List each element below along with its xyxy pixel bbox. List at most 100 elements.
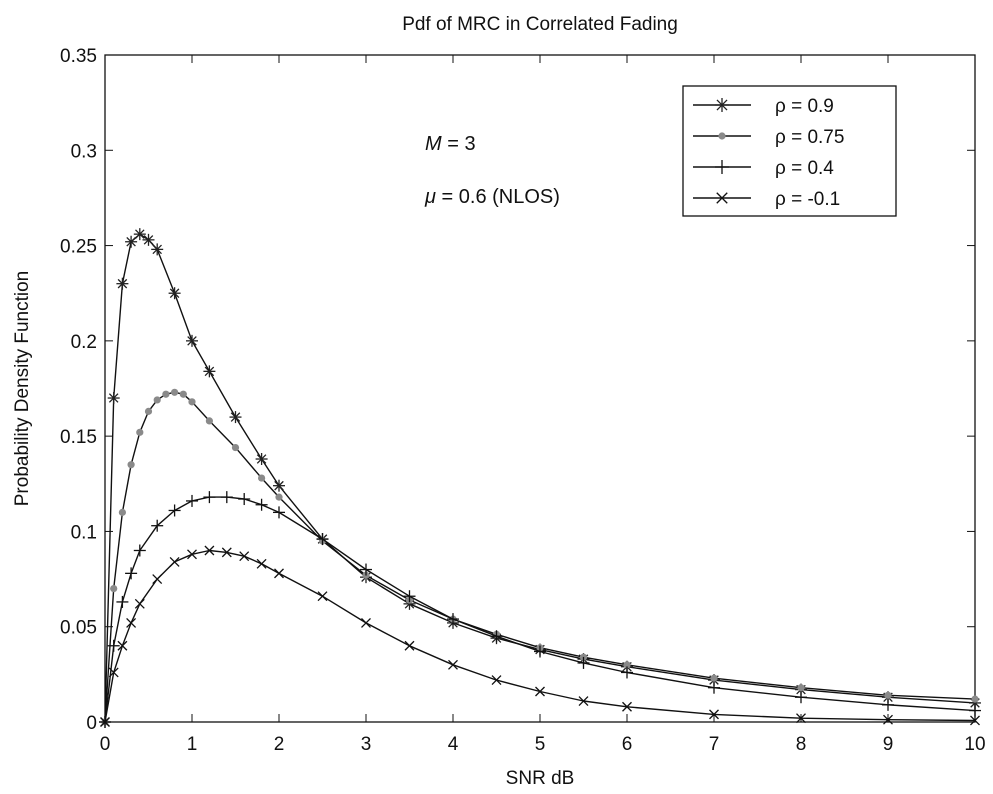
x-tick-label: 9 xyxy=(883,734,894,755)
y-tick-label: 0.3 xyxy=(71,141,97,162)
annotation-value: = 3 xyxy=(442,133,476,155)
data-point-plus xyxy=(151,519,164,532)
data-point-x xyxy=(239,551,250,562)
data-point-dot xyxy=(171,388,179,396)
data-point-dot xyxy=(118,508,126,516)
data-point-dot xyxy=(884,691,892,699)
y-tick-label: 0.05 xyxy=(60,618,97,639)
legend-label: ρ = 0.75 xyxy=(775,127,844,148)
data-point-dot xyxy=(179,390,187,398)
data-point-dot xyxy=(623,661,631,669)
y-tick-label: 0.25 xyxy=(60,237,97,258)
x-tick-label: 7 xyxy=(709,734,720,755)
x-tick-label: 8 xyxy=(796,734,807,755)
data-point-plus xyxy=(969,704,981,717)
y-tick-label: 0.1 xyxy=(71,522,97,543)
data-point-x xyxy=(126,617,137,628)
data-point-dot xyxy=(710,674,718,682)
data-point-plus xyxy=(107,639,120,652)
y-axis-title: Probability Density Function xyxy=(12,271,33,507)
data-point-x xyxy=(100,717,110,727)
data-point-dot xyxy=(231,443,240,452)
data-point-star xyxy=(168,287,181,300)
x-tick-label: 1 xyxy=(187,734,198,755)
data-point-x xyxy=(256,558,267,569)
data-point-dot xyxy=(205,417,213,425)
data-point-x xyxy=(709,709,719,720)
data-point-star xyxy=(203,365,216,378)
data-point-star xyxy=(125,235,138,248)
data-point-x xyxy=(169,556,180,567)
data-point-plus xyxy=(715,160,729,174)
data-point-dot xyxy=(153,396,161,404)
y-tick-label: 0.35 xyxy=(60,46,97,67)
data-point-x xyxy=(622,701,632,712)
legend-entry: ρ = 0.9 xyxy=(693,96,834,117)
data-point-plus xyxy=(133,544,146,557)
data-point-dot xyxy=(258,474,266,482)
x-tick-label: 6 xyxy=(622,734,633,755)
data-point-dot xyxy=(144,407,153,415)
data-point-star xyxy=(142,233,155,246)
legend: ρ = 0.9 ρ = 0.75 ρ = 0.4 ρ = -0.1 xyxy=(682,85,897,217)
data-point-dot xyxy=(275,493,283,501)
data-point-plus xyxy=(403,590,416,603)
data-point-plus xyxy=(447,613,459,626)
legend-entry: ρ = 0.4 xyxy=(693,158,834,179)
data-point-plus xyxy=(116,595,129,608)
data-point-x xyxy=(108,667,119,678)
data-point-x xyxy=(134,598,145,609)
legend-label: ρ = 0.9 xyxy=(775,96,834,117)
data-point-plus xyxy=(708,681,720,694)
data-point-dot xyxy=(971,695,979,703)
data-point-star xyxy=(229,411,242,424)
series-group xyxy=(99,491,981,728)
annotations: M = 3 μ = 0.6 (NLOS) xyxy=(424,133,560,208)
data-point-plus xyxy=(360,563,372,576)
data-point-dot xyxy=(797,684,805,692)
legend-label: ρ = -0.1 xyxy=(775,189,840,210)
data-point-plus xyxy=(203,491,216,504)
data-point-star xyxy=(151,243,164,256)
data-point-star xyxy=(273,479,285,492)
data-point-star xyxy=(133,228,146,241)
data-point-plus xyxy=(577,656,590,669)
data-point-x xyxy=(274,568,284,579)
data-point-x xyxy=(361,617,371,628)
series-line xyxy=(104,496,976,723)
legend-entry: ρ = 0.75 xyxy=(693,127,844,148)
data-point-x xyxy=(970,715,980,726)
data-point-plus xyxy=(795,691,807,704)
data-point-dot xyxy=(136,428,144,436)
x-axis-title: SNR dB xyxy=(506,768,575,789)
series-group xyxy=(101,388,979,726)
data-point-dot xyxy=(127,461,135,469)
data-point-plus xyxy=(273,506,285,519)
y-tick-label: 0 xyxy=(86,713,97,734)
data-point-x xyxy=(404,640,415,651)
data-point-plus xyxy=(621,666,633,679)
data-point-plus xyxy=(186,494,198,507)
x-tick-label: 3 xyxy=(361,734,372,755)
data-point-dot xyxy=(718,132,726,140)
x-tick-label: 0 xyxy=(100,734,111,755)
data-point-plus xyxy=(220,491,233,504)
data-point-star xyxy=(715,98,729,112)
series-line xyxy=(104,391,976,723)
data-point-x xyxy=(491,675,502,686)
data-point-x xyxy=(716,192,728,204)
x-tick-label: 2 xyxy=(274,734,285,755)
x-tick-label: 4 xyxy=(448,734,459,755)
series-layer xyxy=(99,228,981,728)
data-point-x xyxy=(578,696,589,706)
data-point-plus xyxy=(534,645,546,658)
legend-entry: ρ = -0.1 xyxy=(693,189,840,210)
annotation-symbol: M xyxy=(425,133,442,155)
data-point-plus xyxy=(882,698,894,711)
x-tick-label: 5 xyxy=(535,734,546,755)
data-point-x xyxy=(187,549,197,560)
data-point-plus xyxy=(316,533,329,546)
series-line xyxy=(104,549,976,723)
data-point-x xyxy=(796,713,806,724)
y-tick-label: 0.2 xyxy=(71,332,97,353)
